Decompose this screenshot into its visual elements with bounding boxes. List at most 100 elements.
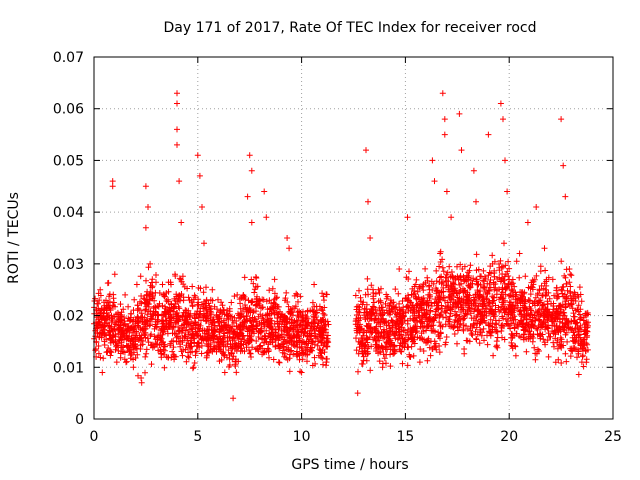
data-point: [396, 346, 403, 353]
data-point: [367, 367, 374, 374]
data-point: [439, 305, 446, 312]
data-point: [165, 288, 172, 295]
data-point: [434, 287, 441, 294]
data-point: [379, 312, 386, 319]
data-point: [115, 347, 122, 354]
data-point: [315, 320, 322, 327]
data-point: [142, 369, 148, 376]
data-point: [264, 318, 271, 325]
data-point: [291, 292, 298, 299]
data-point: [442, 274, 449, 281]
y-tick-label: 0.04: [53, 205, 84, 221]
data-point: [101, 323, 108, 330]
data-point: [179, 313, 186, 320]
data-point: [242, 302, 248, 308]
data-point: [487, 316, 494, 323]
y-tick-label: 0.05: [53, 153, 84, 169]
data-point: [450, 281, 457, 288]
data-point: [246, 152, 253, 159]
data-point: [539, 301, 546, 308]
data-point: [219, 302, 226, 309]
data-point: [580, 363, 587, 370]
data-point: [268, 329, 275, 336]
data-point: [447, 292, 454, 299]
data-point: [159, 302, 166, 309]
data-point: [529, 284, 536, 291]
data-point: [318, 350, 325, 357]
data-point: [248, 276, 255, 283]
data-point: [582, 348, 589, 355]
data-point: [140, 295, 147, 302]
data-point: [298, 369, 305, 376]
data-point: [419, 283, 426, 290]
data-point: [436, 343, 443, 349]
data-point: [457, 261, 464, 268]
data-point: [142, 183, 149, 190]
data-point: [532, 302, 538, 309]
data-point: [575, 302, 582, 309]
data-point: [541, 245, 548, 252]
data-point: [399, 360, 406, 367]
data-point: [155, 303, 162, 310]
data-point: [581, 342, 588, 348]
data-point: [583, 312, 589, 319]
data-point: [134, 351, 141, 358]
data-point: [570, 313, 577, 320]
data-point: [240, 313, 247, 320]
data-point: [134, 307, 141, 314]
data-point: [192, 310, 198, 317]
data-point: [440, 268, 447, 275]
data-point: [364, 275, 371, 282]
data-point: [230, 395, 237, 402]
data-point: [282, 297, 288, 304]
data-point: [361, 347, 368, 354]
chart-title: Day 171 of 2017, Rate Of TEC Index for r…: [164, 20, 537, 36]
data-point: [353, 335, 359, 342]
data-point: [230, 334, 237, 341]
data-point: [103, 297, 109, 304]
data-points: [91, 90, 591, 402]
data-point: [542, 267, 549, 274]
data-point: [199, 204, 205, 210]
data-point: [134, 334, 141, 341]
data-point: [178, 348, 185, 355]
data-point: [578, 298, 585, 305]
data-point: [578, 314, 584, 321]
data-point: [364, 348, 371, 355]
data-point: [475, 303, 482, 310]
data-point: [370, 286, 376, 293]
data-point: [461, 346, 468, 352]
data-point: [543, 282, 550, 289]
data-point: [184, 314, 191, 321]
data-point: [571, 289, 578, 296]
data-point: [190, 364, 197, 371]
data-point: [375, 286, 382, 293]
data-point: [128, 310, 135, 317]
data-point: [507, 315, 514, 322]
data-point: [439, 256, 446, 263]
data-point: [558, 360, 565, 366]
data-point: [510, 317, 517, 323]
data-point: [263, 298, 270, 305]
data-point: [207, 341, 214, 347]
data-point: [504, 188, 511, 195]
data-point: [553, 284, 560, 291]
data-point: [418, 316, 425, 323]
data-point: [231, 293, 238, 300]
data-point: [319, 355, 326, 362]
data-point: [440, 288, 447, 295]
data-point: [533, 204, 540, 210]
data-point: [570, 297, 577, 304]
data-point: [398, 321, 404, 328]
data-point: [154, 311, 161, 318]
data-point: [567, 271, 574, 278]
data-point: [529, 314, 536, 321]
data-point: [270, 356, 277, 363]
data-point: [123, 358, 130, 365]
data-point: [564, 287, 571, 294]
y-tick-label: 0: [75, 412, 84, 428]
data-point: [320, 361, 326, 368]
data-point: [520, 314, 527, 321]
data-point: [481, 337, 487, 344]
data-point: [392, 310, 399, 317]
